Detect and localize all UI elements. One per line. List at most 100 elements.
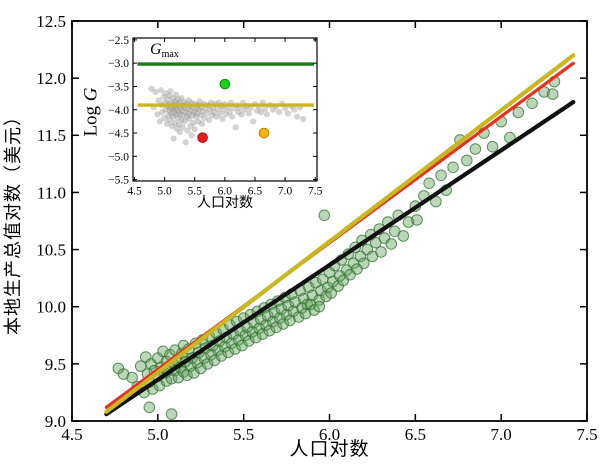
scatter-point [157, 345, 169, 358]
scatter-point [196, 98, 203, 105]
scatter-point [294, 113, 301, 120]
scatter-point [148, 85, 155, 92]
x-tick-label: 4.5 [61, 425, 82, 444]
scatter-point [174, 115, 181, 122]
y-tick-label: 12.5 [36, 12, 66, 31]
scatter-point [165, 112, 172, 119]
x-tick-label: 5.5 [233, 425, 254, 444]
y-tick-label: −5.5 [108, 175, 129, 187]
scatter-point [181, 118, 188, 125]
inset-x-axis-label: 人口对数 [197, 196, 253, 211]
scatter-point [375, 246, 387, 258]
scatter-point [203, 110, 210, 117]
scatter-point [285, 110, 292, 117]
scatter-point [184, 127, 191, 134]
scatter-point [192, 113, 199, 120]
x-tick-label: 7.0 [278, 186, 293, 198]
scatter-point [162, 106, 169, 113]
scatter-point [174, 96, 181, 103]
scatter-point [423, 177, 435, 190]
scatter-point [162, 90, 169, 97]
scatter-point [179, 124, 186, 131]
scatter-point [182, 139, 189, 146]
scatter-point [213, 113, 220, 120]
x-tick-label: 7.5 [308, 186, 323, 198]
scatter-point [411, 214, 423, 226]
scatter-point [402, 216, 415, 228]
scatter-point [179, 107, 186, 114]
scatter-point [188, 107, 195, 114]
scatter-point [170, 135, 177, 142]
scatter-point [469, 143, 482, 155]
scatter-point [235, 109, 242, 116]
y-tick-label: 11.0 [37, 183, 66, 202]
scatter-point [206, 106, 213, 113]
scatter-point [177, 111, 184, 118]
scatter-point [166, 116, 174, 124]
scatter-point [186, 115, 193, 123]
scatter-point [318, 209, 331, 222]
scatter-point [385, 238, 398, 250]
scatter-point [195, 106, 203, 113]
scatter-point [313, 300, 326, 313]
scatter-point [171, 119, 178, 126]
scatter-point [257, 109, 265, 116]
scatter-point [195, 362, 207, 375]
scatter-point [187, 122, 194, 130]
scatter-point [269, 106, 277, 113]
gmax-symbol: G [150, 41, 162, 58]
scatter-point [201, 115, 208, 122]
scatter-point [171, 98, 178, 105]
scatter-point [190, 119, 197, 126]
y-tick-label: −3.0 [108, 58, 129, 70]
scatter-point [262, 105, 269, 112]
scatter-point [232, 124, 239, 131]
scatter-point [325, 287, 338, 299]
scatter-point [197, 112, 204, 119]
y-tick-label: −4.0 [108, 105, 129, 117]
green-highlight-point [219, 78, 231, 90]
y-tick-label: 11.5 [37, 126, 66, 145]
x-tick-label: 5.0 [157, 186, 172, 198]
scatter-point [176, 121, 183, 128]
scatter-point [152, 88, 159, 96]
y-tick-label: 10.5 [36, 241, 66, 260]
scatter-point [154, 111, 161, 118]
scatter-point [210, 109, 218, 116]
scatter-point [245, 110, 252, 117]
y-tick-label: 10.0 [36, 298, 66, 317]
fit-line-black [104, 100, 576, 417]
scatter-point [447, 161, 459, 174]
gmax-subscript: max [161, 49, 179, 60]
scatter-point [220, 106, 227, 113]
scatter-point [208, 354, 221, 367]
y-tick-label: −2.5 [108, 35, 129, 47]
scatter-point [164, 96, 171, 103]
scatter-point [189, 112, 196, 119]
scatter-point [512, 106, 525, 119]
y-tick-label: −5.0 [108, 151, 129, 163]
scatter-point [178, 116, 185, 124]
scatter-point [276, 109, 283, 116]
scatter-point [546, 88, 559, 100]
main-x-axis-label: 人口对数 [289, 439, 370, 460]
y-tick-label: 9.0 [45, 412, 66, 431]
inset-y-axis-label: Log G [80, 87, 103, 136]
y-tick-label: −4.5 [108, 128, 129, 140]
scatter-point [180, 112, 187, 119]
scatter-point [161, 115, 168, 122]
scatter-point [206, 116, 213, 124]
scatter-point [191, 126, 198, 133]
scatter-point [166, 92, 173, 99]
x-tick-label: 5.5 [188, 186, 203, 198]
scatter-point [173, 91, 180, 98]
scatter-point [486, 140, 499, 153]
scatter-point [180, 98, 187, 105]
scatter-point [526, 97, 538, 110]
scatter-point [182, 109, 189, 116]
inset-ylabel-g: G [80, 87, 102, 102]
scatter-point [198, 120, 206, 127]
scatter-point [435, 169, 447, 182]
